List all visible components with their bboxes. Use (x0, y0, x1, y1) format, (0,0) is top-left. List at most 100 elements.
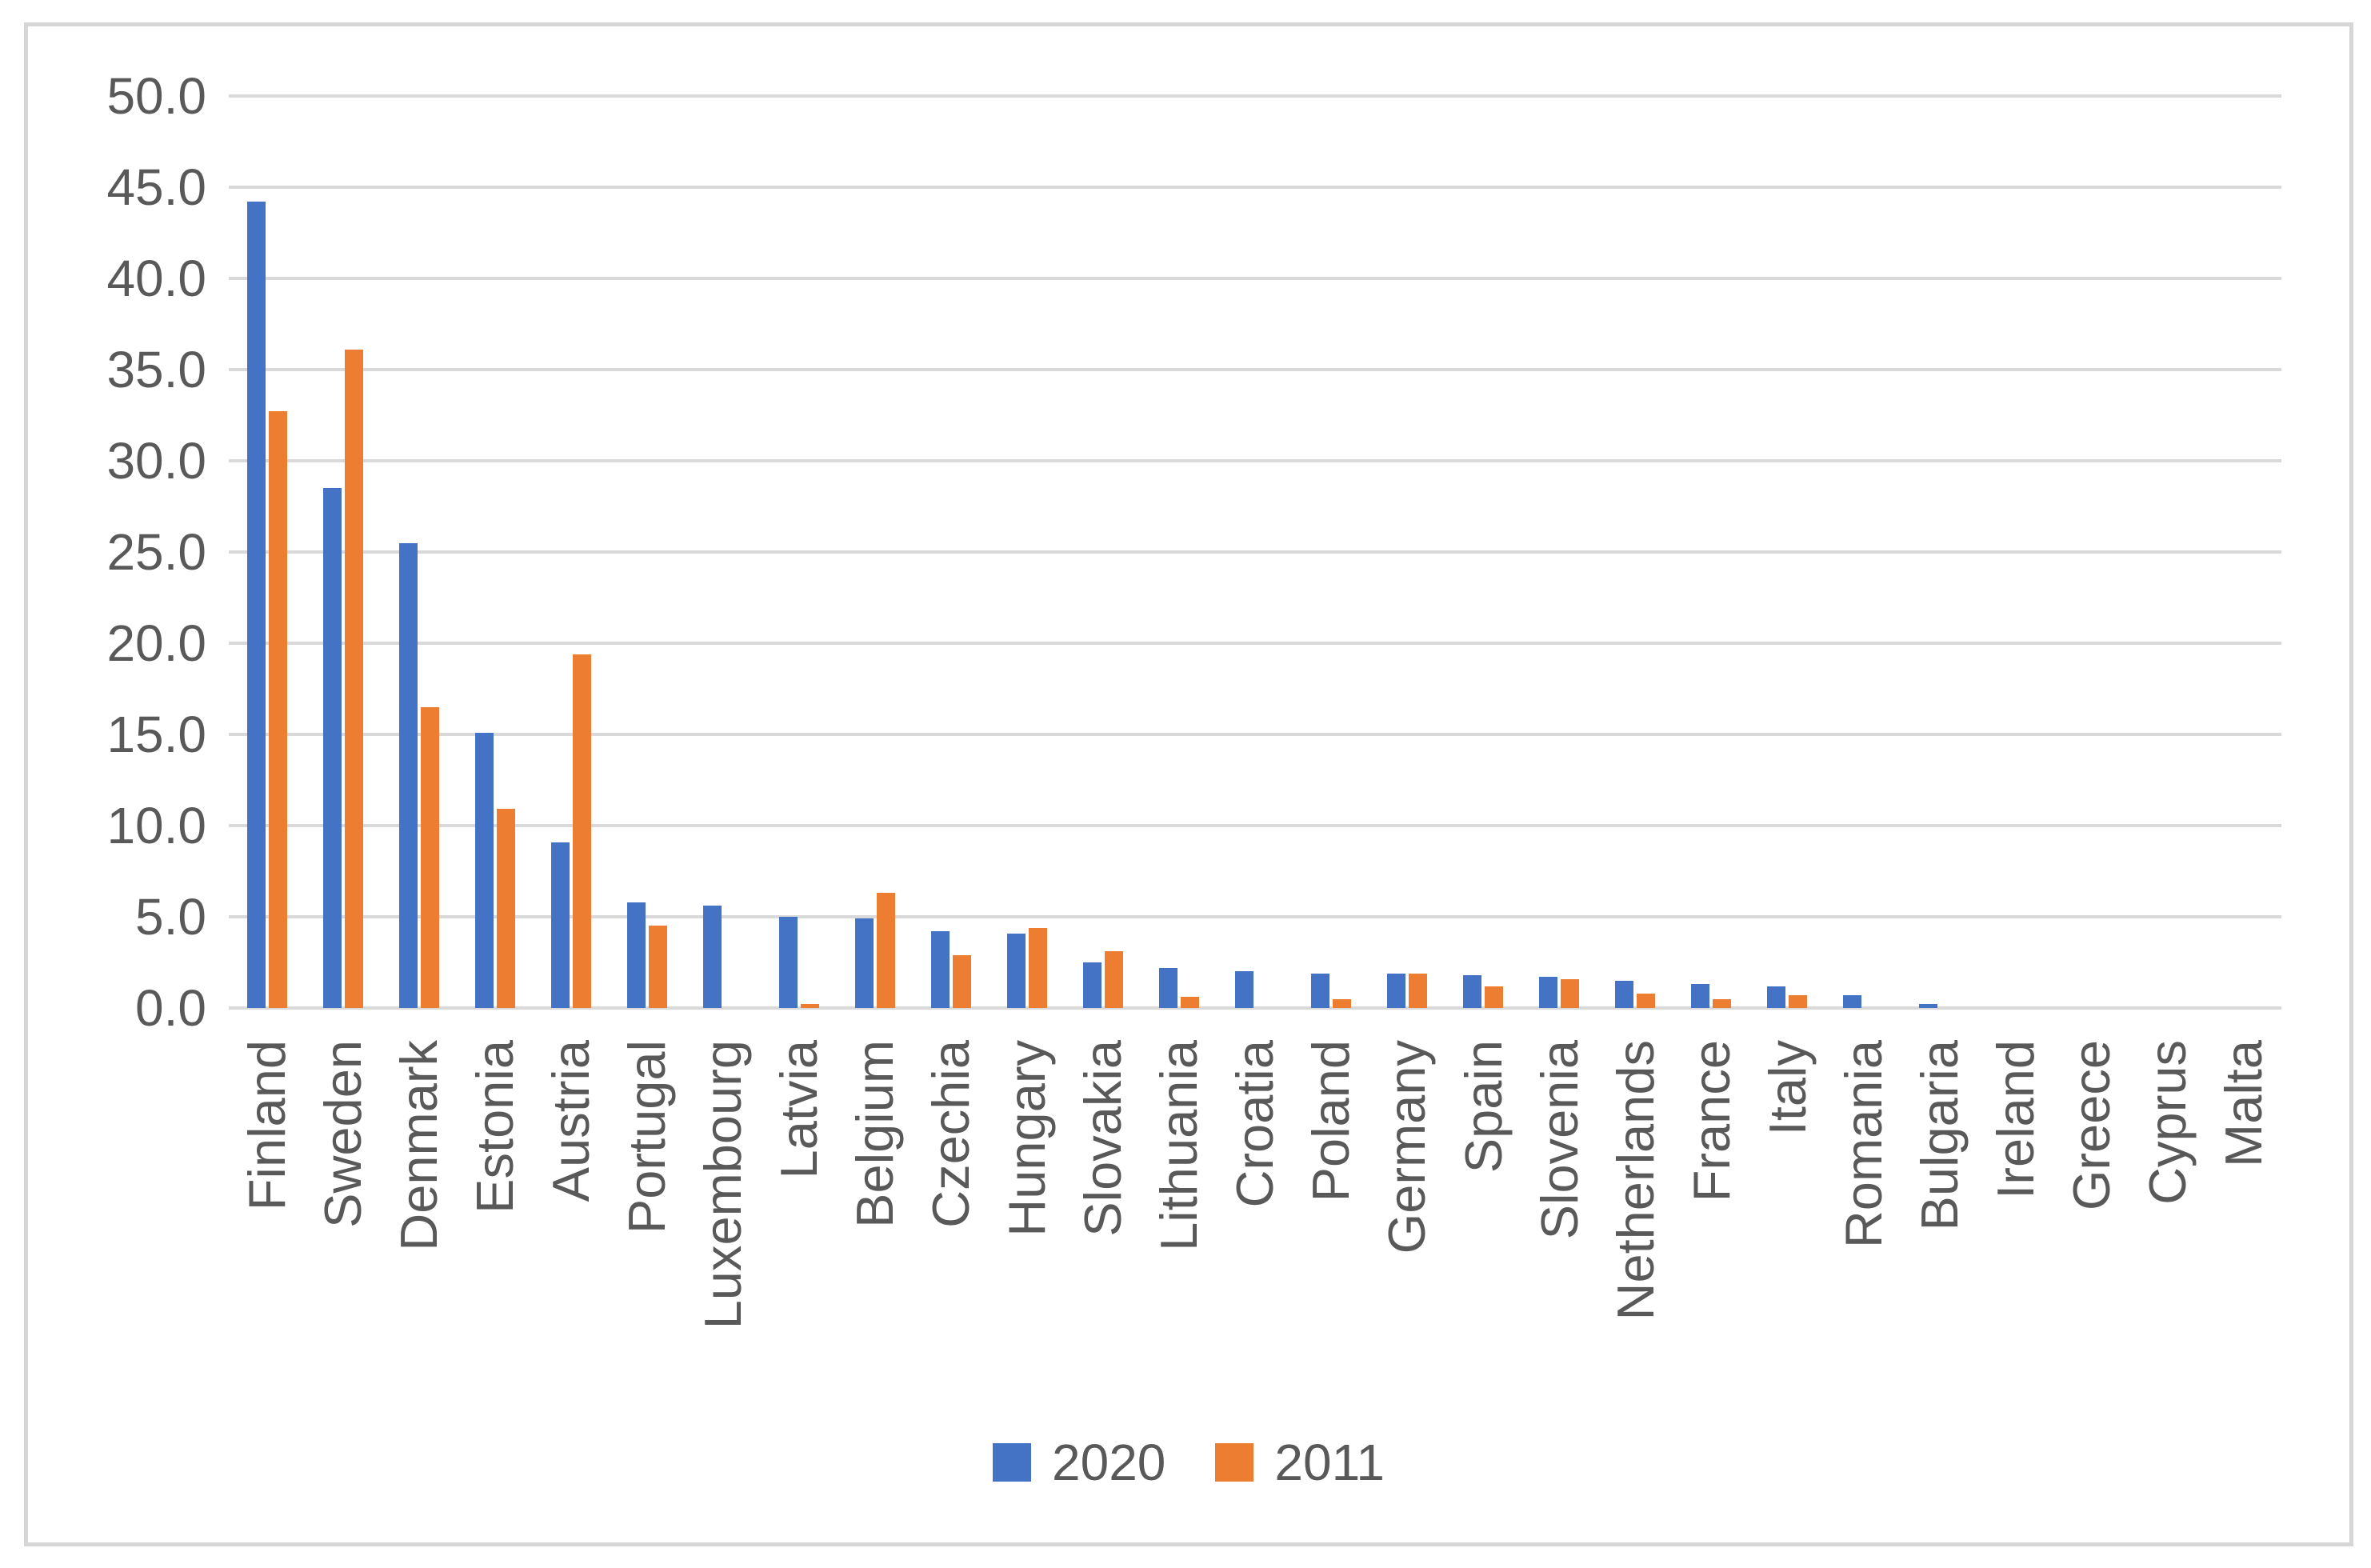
x-label-cell-portugal: Portugal (609, 1040, 685, 1329)
chart-legend: 2020 2011 (993, 1437, 1385, 1488)
bar-czechia-2011 (952, 954, 971, 1008)
bar-austria-2020 (550, 842, 570, 1008)
x-category-label: Latvia (770, 1040, 829, 1179)
bar-netherlands-2011 (1637, 993, 1656, 1008)
x-category-label: Austria (542, 1040, 601, 1202)
x-category-label: Greece (2061, 1040, 2121, 1211)
x-label-cell-ireland: Ireland (1977, 1040, 2053, 1329)
plot-area (229, 94, 2281, 1010)
x-label-cell-bulgaria: Bulgaria (1901, 1040, 1977, 1329)
bar-denmark-2011 (420, 706, 439, 1008)
x-category-label: Denmark (390, 1040, 449, 1251)
x-label-cell-sweden: Sweden (305, 1040, 381, 1329)
x-category-label: Germany (1377, 1040, 1437, 1254)
x-category-label: Poland (1301, 1040, 1361, 1202)
gridline-y-30 (229, 459, 2281, 462)
y-tick-label-30.0: 30.0 (106, 432, 206, 490)
gridline-y-0 (229, 1006, 2281, 1010)
x-label-cell-poland: Poland (1293, 1040, 1369, 1329)
x-label-cell-estonia: Estonia (457, 1040, 533, 1329)
bar-germany-2011 (1409, 973, 1428, 1008)
x-axis-category-labels: Finland Sweden Denmark Estonia Austria Portug… (229, 1040, 2281, 1329)
x-category-label: Netherlands (1605, 1040, 1665, 1321)
x-category-label: Bulgaria (1909, 1040, 1969, 1231)
x-label-cell-denmark: Denmark (381, 1040, 457, 1329)
bar-lithuania-2011 (1180, 997, 1199, 1008)
bar-czechia-2020 (930, 931, 950, 1008)
y-tick-label-15.0: 15.0 (106, 706, 206, 763)
x-category-label: Romania (1833, 1040, 1893, 1249)
bar-spain-2011 (1485, 986, 1504, 1008)
x-category-label: Ireland (1985, 1040, 2045, 1199)
bar-croatia-2020 (1235, 971, 1253, 1008)
bar-bulgaria-2020 (1919, 1004, 1938, 1008)
bar-italy-2011 (1789, 995, 1808, 1008)
bar-finland-2020 (246, 202, 266, 1008)
bar-france-2020 (1691, 984, 1710, 1008)
bar-sweden-2011 (344, 349, 363, 1008)
x-category-label: Portugal (618, 1040, 677, 1234)
bar-austria-2011 (572, 654, 591, 1008)
gridline-y-35 (229, 368, 2281, 371)
y-tick-label-50.0: 50.0 (106, 67, 206, 125)
legend-item-2020: 2020 (993, 1437, 1166, 1488)
gridline-y-5 (229, 915, 2281, 918)
x-category-label: Sweden (314, 1040, 373, 1228)
bar-romania-2020 (1843, 995, 1862, 1008)
bar-netherlands-2020 (1615, 980, 1634, 1008)
bar-poland-2020 (1311, 973, 1330, 1008)
y-tick-label-45.0: 45.0 (106, 158, 206, 216)
x-category-label: Cyprus (2137, 1040, 2197, 1205)
gridline-y-25 (229, 550, 2281, 554)
x-category-label: Czechia (922, 1040, 981, 1228)
bar-slovenia-2011 (1561, 978, 1580, 1008)
bar-denmark-2020 (398, 542, 418, 1008)
y-tick-label-10.0: 10.0 (106, 797, 206, 854)
bar-hungary-2011 (1028, 927, 1047, 1008)
bar-slovakia-2011 (1104, 951, 1123, 1008)
x-label-cell-austria: Austria (533, 1040, 609, 1329)
bar-poland-2011 (1333, 998, 1352, 1008)
y-tick-label-40.0: 40.0 (106, 250, 206, 307)
bar-hungary-2020 (1006, 933, 1026, 1008)
x-category-label: Slovakia (1074, 1040, 1133, 1237)
x-category-label: Hungary (998, 1040, 1057, 1237)
x-label-cell-germany: Germany (1369, 1040, 1445, 1329)
x-label-cell-slovakia: Slovakia (1065, 1040, 1141, 1329)
y-tick-label-5.0: 5.0 (135, 888, 206, 946)
bar-latvia-2020 (778, 917, 798, 1008)
bar-germany-2020 (1387, 973, 1406, 1008)
bar-latvia-2011 (800, 1004, 819, 1008)
gridline-y-20 (229, 642, 2281, 645)
x-label-cell-finland: Finland (229, 1040, 305, 1329)
bar-slovenia-2020 (1539, 977, 1558, 1008)
x-category-label: Finland (238, 1040, 297, 1211)
x-label-cell-netherlands: Netherlands (1597, 1040, 1673, 1329)
bar-france-2011 (1713, 998, 1732, 1008)
bar-finland-2011 (268, 411, 287, 1008)
x-label-cell-malta: Malta (2205, 1040, 2281, 1329)
x-category-label: Italy (1757, 1040, 1817, 1136)
gridline-y-45 (229, 186, 2281, 189)
bar-belgium-2020 (854, 918, 874, 1008)
y-tick-label-25.0: 25.0 (106, 523, 206, 581)
x-label-cell-france: France (1673, 1040, 1749, 1329)
x-category-label: Croatia (1225, 1040, 1285, 1208)
x-label-cell-hungary: Hungary (989, 1040, 1065, 1329)
y-tick-label-35.0: 35.0 (106, 341, 206, 398)
legend-label-2011: 2011 (1274, 1434, 1385, 1491)
bar-estonia-2020 (474, 732, 494, 1008)
y-axis-tick-labels: 0.0 5.0 10.0 15.0 20.0 25.0 30.0 35.0 40.0 45.0 50… (0, 0, 206, 1568)
x-category-label: France (1681, 1040, 1741, 1202)
legend-label-2020: 2020 (1052, 1434, 1166, 1491)
x-label-cell-greece: Greece (2053, 1040, 2129, 1329)
x-category-label: Luxembourg (694, 1040, 753, 1330)
x-label-cell-croatia: Croatia (1217, 1040, 1293, 1329)
gridline-y-40 (229, 277, 2281, 280)
x-label-cell-czechia: Czechia (913, 1040, 989, 1329)
y-tick-label-0.0: 0.0 (135, 979, 206, 1037)
bar-lithuania-2020 (1158, 967, 1178, 1008)
bar-belgium-2011 (876, 893, 895, 1008)
gridline-y-10 (229, 824, 2281, 827)
